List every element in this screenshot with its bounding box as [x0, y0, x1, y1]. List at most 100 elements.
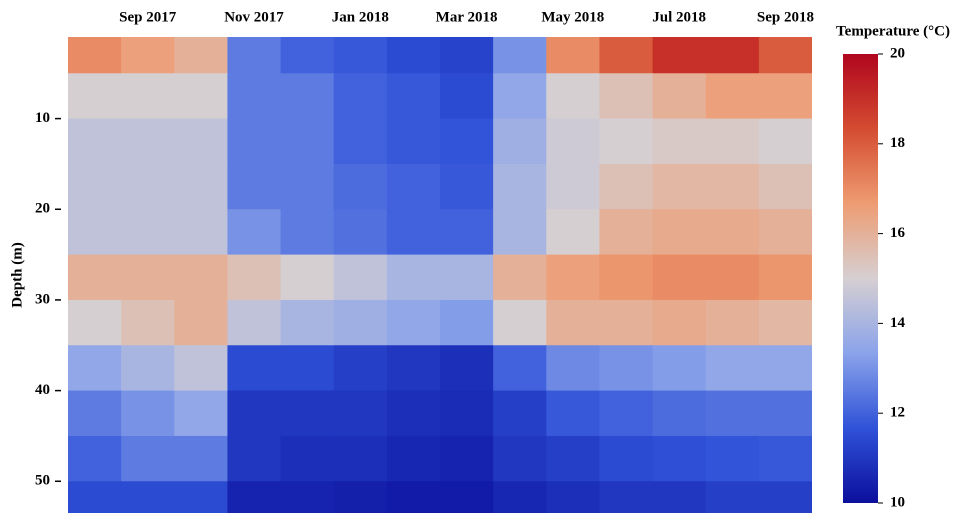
- heatmap-cell: [440, 345, 494, 392]
- heatmap-cell: [386, 481, 441, 513]
- heatmap-cell: [546, 163, 600, 210]
- heatmap-cell: [599, 390, 654, 437]
- heatmap-cell: [493, 118, 547, 165]
- heatmap-cell: [68, 254, 122, 301]
- x-tick-label: Mar 2018: [436, 9, 498, 25]
- heatmap-cell: [599, 37, 654, 74]
- heatmap-cell: [493, 299, 547, 346]
- heatmap-cell: [386, 209, 441, 256]
- heatmap-cell: [493, 73, 547, 120]
- heatmap-cell: [440, 299, 494, 346]
- heatmap-cell: [386, 435, 441, 482]
- heatmap-cell: [758, 209, 812, 256]
- heatmap-cell: [174, 435, 228, 482]
- x-tick-label: May 2018: [541, 9, 604, 25]
- heatmap-cell: [440, 118, 494, 165]
- heatmap-cell: [705, 163, 760, 210]
- heatmap-cell: [68, 209, 122, 256]
- heatmap-cell: [705, 435, 760, 482]
- heatmap-cell: [280, 163, 335, 210]
- heatmap-cell: [599, 435, 654, 482]
- heatmap-cell: [705, 73, 760, 120]
- heatmap-cell: [705, 37, 760, 74]
- heatmap-cell: [227, 435, 282, 482]
- heatmap-cell: [333, 163, 388, 210]
- heatmap-cell: [227, 481, 282, 513]
- heatmap-cell: [758, 345, 812, 392]
- heatmap-cell: [440, 209, 494, 256]
- heatmap-cell: [174, 73, 228, 120]
- heatmap-cell: [121, 118, 175, 165]
- heatmap-cell: [121, 37, 175, 74]
- heatmap-cell: [599, 209, 654, 256]
- y-tick-label: 40: [35, 382, 50, 398]
- heatmap-cell: [493, 435, 547, 482]
- heatmap-cell: [333, 299, 388, 346]
- heatmap-cell: [227, 37, 282, 74]
- heatmap-cell: [68, 73, 122, 120]
- colorbar-tick-label: 16: [890, 225, 906, 241]
- heatmap-cell: [440, 37, 494, 74]
- y-tick-label: 10: [35, 110, 50, 126]
- heatmap-cell: [758, 73, 812, 120]
- heatmap: [68, 37, 812, 513]
- heatmap-cell: [386, 163, 441, 210]
- heatmap-cell: [386, 254, 441, 301]
- heatmap-cell: [705, 390, 760, 437]
- heatmap-cell: [280, 345, 335, 392]
- heatmap-cell: [758, 481, 812, 513]
- heatmap-cell: [280, 118, 335, 165]
- colorbar-tick-label: 14: [890, 315, 906, 331]
- heatmap-cell: [174, 254, 228, 301]
- x-tick-label: Nov 2017: [224, 9, 284, 25]
- heatmap-cell: [333, 435, 388, 482]
- heatmap-cell: [546, 254, 600, 301]
- heatmap-cell: [333, 390, 388, 437]
- heatmap-cell: [599, 481, 654, 513]
- heatmap-cell: [599, 299, 654, 346]
- heatmap-cell: [333, 73, 388, 120]
- heatmap-cell: [546, 481, 600, 513]
- heatmap-cell: [68, 37, 122, 74]
- heatmap-cell: [174, 118, 228, 165]
- heatmap-cell: [227, 73, 282, 120]
- heatmap-cell: [121, 209, 175, 256]
- heatmap-cell: [758, 390, 812, 437]
- colorbar-tick-label: 10: [890, 494, 905, 510]
- heatmap-cell: [758, 254, 812, 301]
- heatmap-cell: [386, 73, 441, 120]
- heatmap-cell: [758, 37, 812, 74]
- heatmap-cell: [121, 345, 175, 392]
- heatmap-cell: [174, 345, 228, 392]
- heatmap-cell: [652, 209, 707, 256]
- heatmap-cell: [758, 118, 812, 165]
- heatmap-cell: [121, 481, 175, 513]
- heatmap-cell: [546, 118, 600, 165]
- y-tick-label: 20: [35, 201, 50, 217]
- heatmap-cell: [280, 254, 335, 301]
- heatmap-cell: [174, 299, 228, 346]
- heatmap-cell: [599, 254, 654, 301]
- y-tick-label: 30: [35, 291, 50, 307]
- heatmap-cell: [440, 73, 494, 120]
- heatmap-cell: [705, 481, 760, 513]
- heatmap-cell: [121, 163, 175, 210]
- colorbar-tick-label: 20: [890, 45, 905, 61]
- heatmap-cell: [493, 345, 547, 392]
- x-tick-label: Jul 2018: [652, 9, 706, 25]
- heatmap-cell: [227, 209, 282, 256]
- heatmap-cell: [652, 163, 707, 210]
- heatmap-cell: [174, 37, 228, 74]
- heatmap-cell: [280, 481, 335, 513]
- heatmap-cell: [174, 481, 228, 513]
- heatmap-cell: [333, 209, 388, 256]
- heatmap-cell: [386, 37, 441, 74]
- heatmap-cell: [705, 209, 760, 256]
- heatmap-cell: [652, 299, 707, 346]
- heatmap-cell: [440, 163, 494, 210]
- heatmap-cell: [493, 37, 547, 74]
- heatmap-cell: [227, 254, 282, 301]
- heatmap-cell: [440, 435, 494, 482]
- heatmap-cell: [333, 37, 388, 74]
- heatmap-cell: [121, 254, 175, 301]
